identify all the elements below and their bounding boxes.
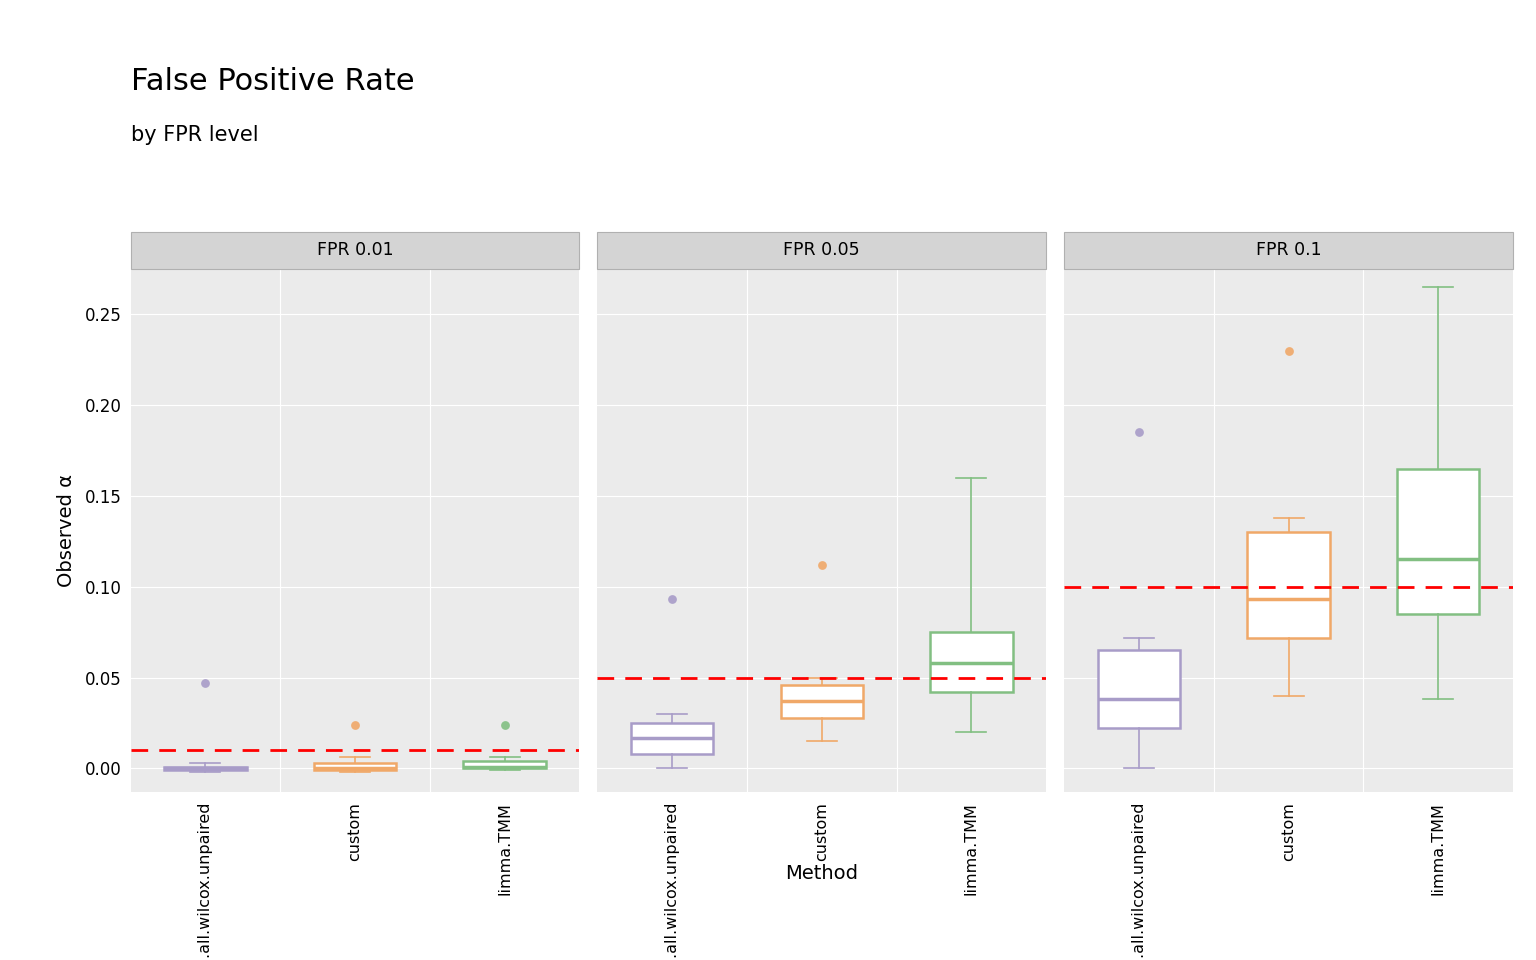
Point (1276, 343, 1301, 358)
Point (343, 717, 367, 732)
Point (809, 557, 834, 572)
Bar (1247, 532, 1330, 637)
Text: FPR 0.1: FPR 0.1 (1256, 242, 1321, 259)
Point (194, 675, 218, 690)
Point (660, 591, 685, 607)
Bar (464, 761, 545, 768)
Bar (164, 767, 246, 770)
Bar (313, 763, 396, 770)
Bar (598, 232, 1046, 269)
Text: FPR 0.05: FPR 0.05 (783, 242, 860, 259)
Bar (631, 723, 713, 754)
Point (1126, 424, 1150, 440)
Bar (780, 684, 863, 717)
Bar (1098, 650, 1180, 729)
Text: Method: Method (785, 864, 859, 883)
Bar (1064, 232, 1513, 269)
Text: False Positive Rate: False Positive Rate (131, 67, 415, 96)
Y-axis label: Observed α: Observed α (57, 474, 77, 587)
Text: by FPR level: by FPR level (131, 125, 258, 145)
Point (493, 717, 518, 732)
Text: FPR 0.01: FPR 0.01 (316, 242, 393, 259)
Bar (1398, 468, 1479, 614)
Bar (931, 632, 1012, 692)
Bar (131, 232, 579, 269)
